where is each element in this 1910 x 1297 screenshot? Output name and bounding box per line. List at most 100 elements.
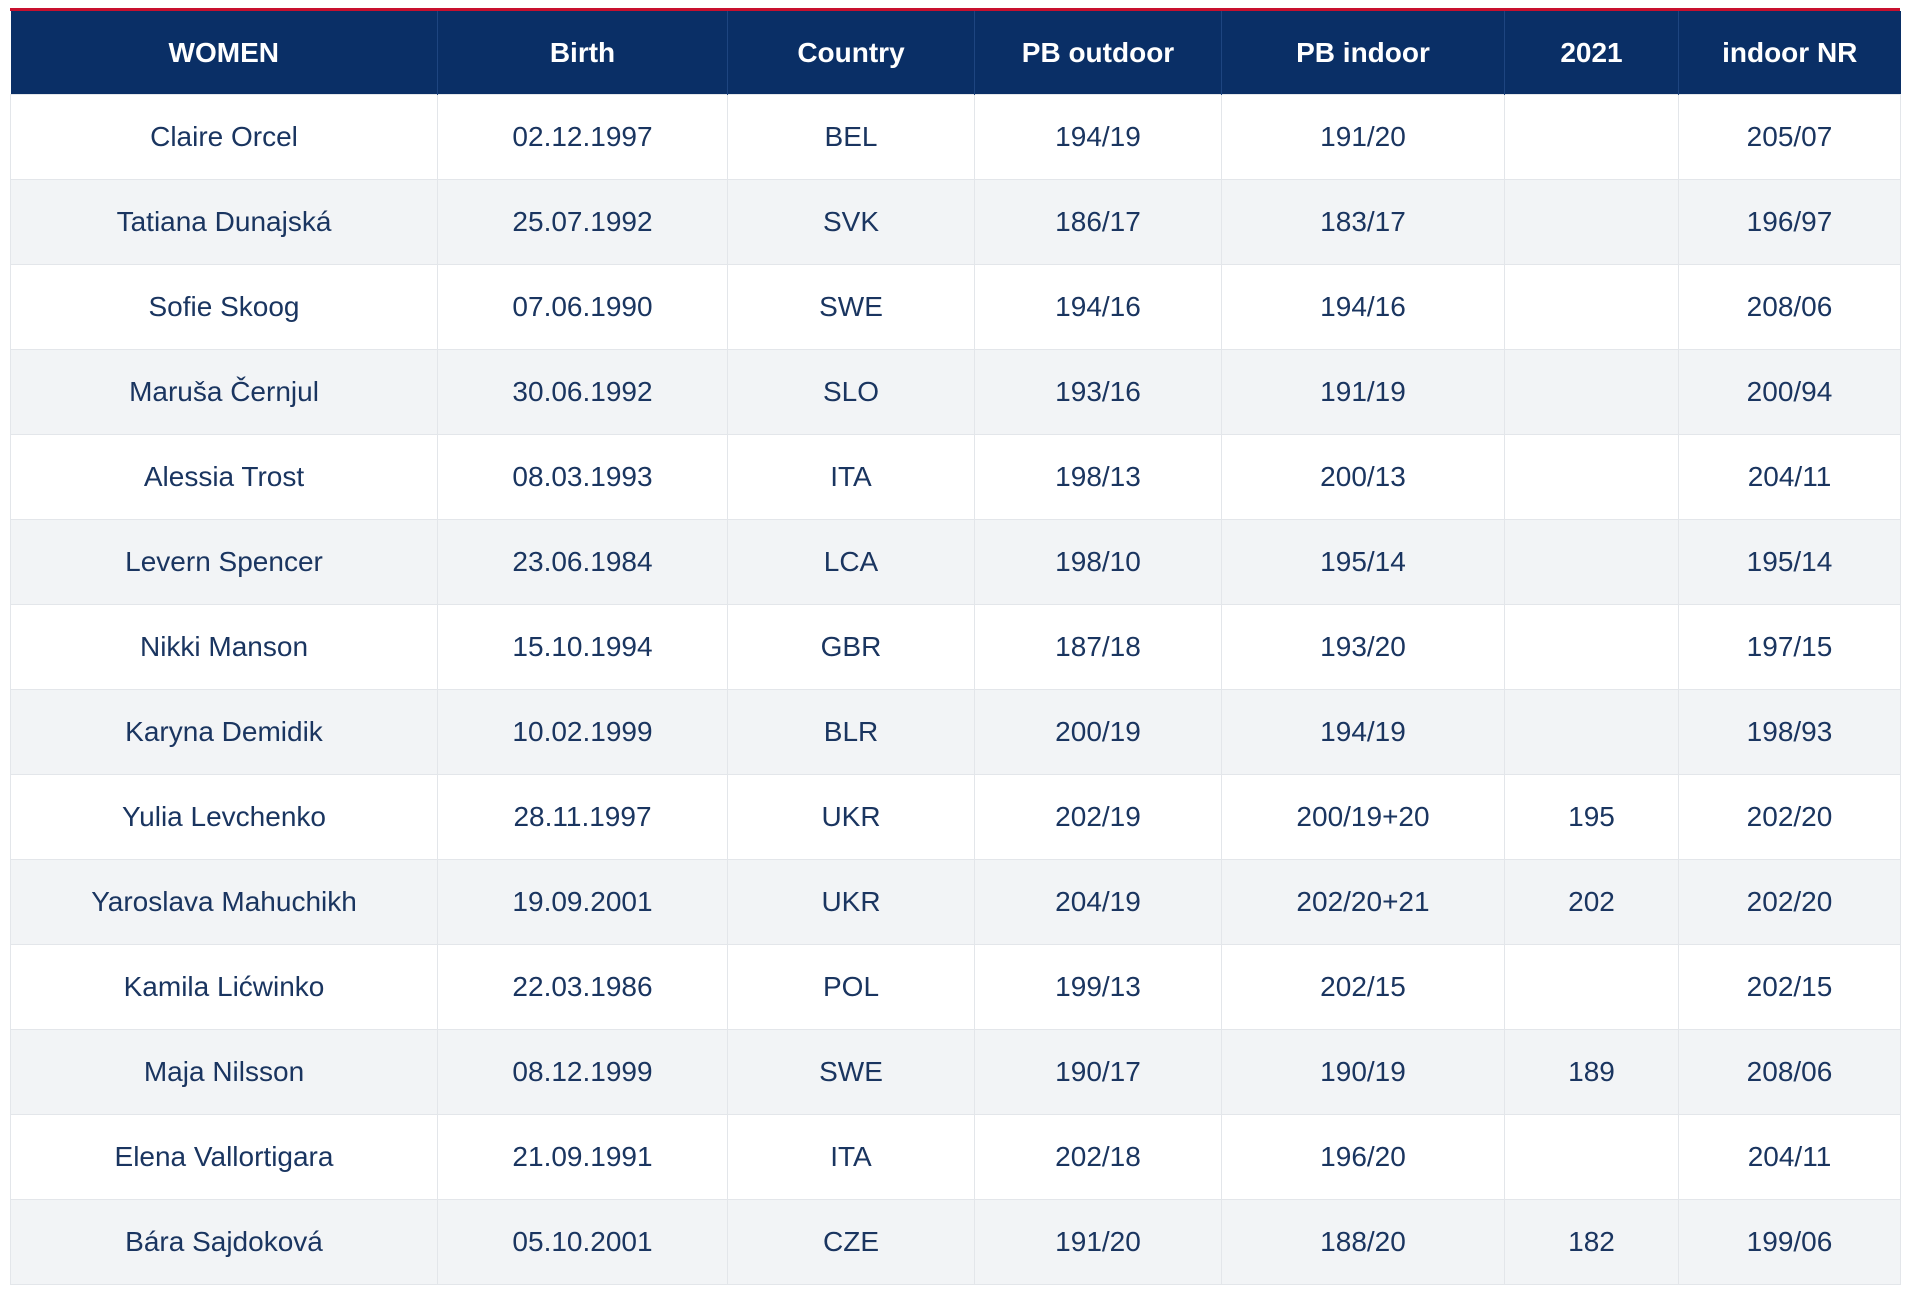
cell-country: UKR: [727, 774, 975, 860]
cell-birth: 02.12.1997: [437, 94, 728, 180]
header-2021: 2021: [1504, 11, 1679, 95]
cell-country: SWE: [727, 1029, 975, 1115]
table-row: Yulia Levchenko 28.11.1997 UKR 202/19 200/19…: [10, 774, 1901, 860]
cell-pb-indoor: 200/19+20: [1221, 774, 1505, 860]
cell-pb-indoor: 191/20: [1221, 94, 1505, 180]
table-row: Levern Spencer 23.06.1984 LCA 198/10 195/14 1…: [10, 519, 1901, 605]
cell-name: Kamila Lićwinko: [10, 944, 438, 1030]
cell-birth: 08.12.1999: [437, 1029, 728, 1115]
cell-name: Sofie Skoog: [10, 264, 438, 350]
cell-pb-outdoor: 187/18: [974, 604, 1222, 690]
header-pb-indoor: PB indoor: [1221, 11, 1505, 95]
header-birth: Birth: [437, 11, 728, 95]
cell-name: Tatiana Dunajská: [10, 179, 438, 265]
cell-country: LCA: [727, 519, 975, 605]
cell-birth: 05.10.2001: [437, 1199, 728, 1285]
cell-indoor-nr: 208/06: [1678, 264, 1901, 350]
cell-season-2021: [1504, 944, 1679, 1030]
cell-name: Karyna Demidik: [10, 689, 438, 775]
cell-indoor-nr: 202/20: [1678, 859, 1901, 945]
table-row: Bára Sajdoková 05.10.2001 CZE 191/20 188/20 1…: [10, 1199, 1901, 1285]
table-row: Maruša Černjul 30.06.1992 SLO 193/16 191/19 2…: [10, 349, 1901, 435]
cell-birth: 07.06.1990: [437, 264, 728, 350]
cell-birth: 25.07.1992: [437, 179, 728, 265]
table-body: Claire Orcel 02.12.1997 BEL 194/19 191/20 205…: [10, 94, 1901, 1285]
cell-indoor-nr: 208/06: [1678, 1029, 1901, 1115]
cell-birth: 30.06.1992: [437, 349, 728, 435]
cell-pb-outdoor: 202/18: [974, 1114, 1222, 1200]
header-country: Country: [727, 11, 975, 95]
header-indoor-nr: indoor NR: [1678, 11, 1901, 95]
cell-season-2021: 202: [1504, 859, 1679, 945]
cell-season-2021: [1504, 519, 1679, 605]
header-row: WOMEN Birth Country PB outdoor PB indoor…: [10, 11, 1901, 95]
cell-name: Nikki Manson: [10, 604, 438, 690]
cell-pb-outdoor: 194/19: [974, 94, 1222, 180]
cell-pb-outdoor: 198/13: [974, 434, 1222, 520]
cell-season-2021: [1504, 179, 1679, 265]
cell-birth: 22.03.1986: [437, 944, 728, 1030]
cell-season-2021: [1504, 264, 1679, 350]
cell-pb-indoor: 183/17: [1221, 179, 1505, 265]
cell-name: Claire Orcel: [10, 94, 438, 180]
table-row: Tatiana Dunajská 25.07.1992 SVK 186/17 183/1…: [10, 179, 1901, 265]
cell-country: SLO: [727, 349, 975, 435]
cell-season-2021: 195: [1504, 774, 1679, 860]
table-row: Nikki Manson 15.10.1994 GBR 187/18 193/20 197…: [10, 604, 1901, 690]
cell-indoor-nr: 198/93: [1678, 689, 1901, 775]
cell-indoor-nr: 199/06: [1678, 1199, 1901, 1285]
cell-pb-indoor: 194/19: [1221, 689, 1505, 775]
table-header: WOMEN Birth Country PB outdoor PB indoor…: [10, 11, 1901, 95]
cell-name: Maja Nilsson: [10, 1029, 438, 1115]
cell-indoor-nr: 197/15: [1678, 604, 1901, 690]
header-pb-outdoor: PB outdoor: [974, 11, 1222, 95]
cell-country: SVK: [727, 179, 975, 265]
table-row: Karyna Demidik 10.02.1999 BLR 200/19 194/19 1…: [10, 689, 1901, 775]
cell-name: Yulia Levchenko: [10, 774, 438, 860]
cell-pb-indoor: 195/14: [1221, 519, 1505, 605]
cell-indoor-nr: 200/94: [1678, 349, 1901, 435]
cell-indoor-nr: 195/14: [1678, 519, 1901, 605]
cell-birth: 21.09.1991: [437, 1114, 728, 1200]
cell-pb-outdoor: 194/16: [974, 264, 1222, 350]
cell-country: ITA: [727, 434, 975, 520]
cell-pb-outdoor: 191/20: [974, 1199, 1222, 1285]
cell-pb-outdoor: 204/19: [974, 859, 1222, 945]
table-row: Elena Vallortigara 21.09.1991 ITA 202/18 196…: [10, 1114, 1901, 1200]
table-row: Alessia Trost 08.03.1993 ITA 198/13 200/13 20…: [10, 434, 1901, 520]
table-row: Maja Nilsson 08.12.1999 SWE 190/17 190/19 189…: [10, 1029, 1901, 1115]
cell-pb-indoor: 188/20: [1221, 1199, 1505, 1285]
cell-pb-outdoor: 186/17: [974, 179, 1222, 265]
cell-indoor-nr: 205/07: [1678, 94, 1901, 180]
header-women: WOMEN: [10, 11, 438, 95]
cell-pb-outdoor: 198/10: [974, 519, 1222, 605]
cell-pb-outdoor: 193/16: [974, 349, 1222, 435]
cell-pb-indoor: 193/20: [1221, 604, 1505, 690]
cell-indoor-nr: 204/11: [1678, 434, 1901, 520]
cell-country: GBR: [727, 604, 975, 690]
cell-country: POL: [727, 944, 975, 1030]
cell-birth: 08.03.1993: [437, 434, 728, 520]
athletes-table: WOMEN Birth Country PB outdoor PB indoor…: [10, 11, 1901, 1285]
cell-pb-outdoor: 202/19: [974, 774, 1222, 860]
cell-pb-indoor: 196/20: [1221, 1114, 1505, 1200]
table-row: Yaroslava Mahuchikh 19.09.2001 UKR 204/19 20…: [10, 859, 1901, 945]
cell-season-2021: [1504, 689, 1679, 775]
cell-country: SWE: [727, 264, 975, 350]
cell-birth: 23.06.1984: [437, 519, 728, 605]
cell-name: Elena Vallortigara: [10, 1114, 438, 1200]
table-row: Sofie Skoog 07.06.1990 SWE 194/16 194/16 208/…: [10, 264, 1901, 350]
results-table-container: WOMEN Birth Country PB outdoor PB indoor…: [10, 8, 1901, 1285]
cell-name: Alessia Trost: [10, 434, 438, 520]
table-row: Claire Orcel 02.12.1997 BEL 194/19 191/20 205…: [10, 94, 1901, 180]
cell-indoor-nr: 204/11: [1678, 1114, 1901, 1200]
cell-country: UKR: [727, 859, 975, 945]
cell-indoor-nr: 202/15: [1678, 944, 1901, 1030]
cell-season-2021: 182: [1504, 1199, 1679, 1285]
cell-season-2021: [1504, 1114, 1679, 1200]
cell-pb-indoor: 190/19: [1221, 1029, 1505, 1115]
cell-pb-indoor: 202/20+21: [1221, 859, 1505, 945]
cell-country: CZE: [727, 1199, 975, 1285]
cell-season-2021: 189: [1504, 1029, 1679, 1115]
cell-country: BEL: [727, 94, 975, 180]
